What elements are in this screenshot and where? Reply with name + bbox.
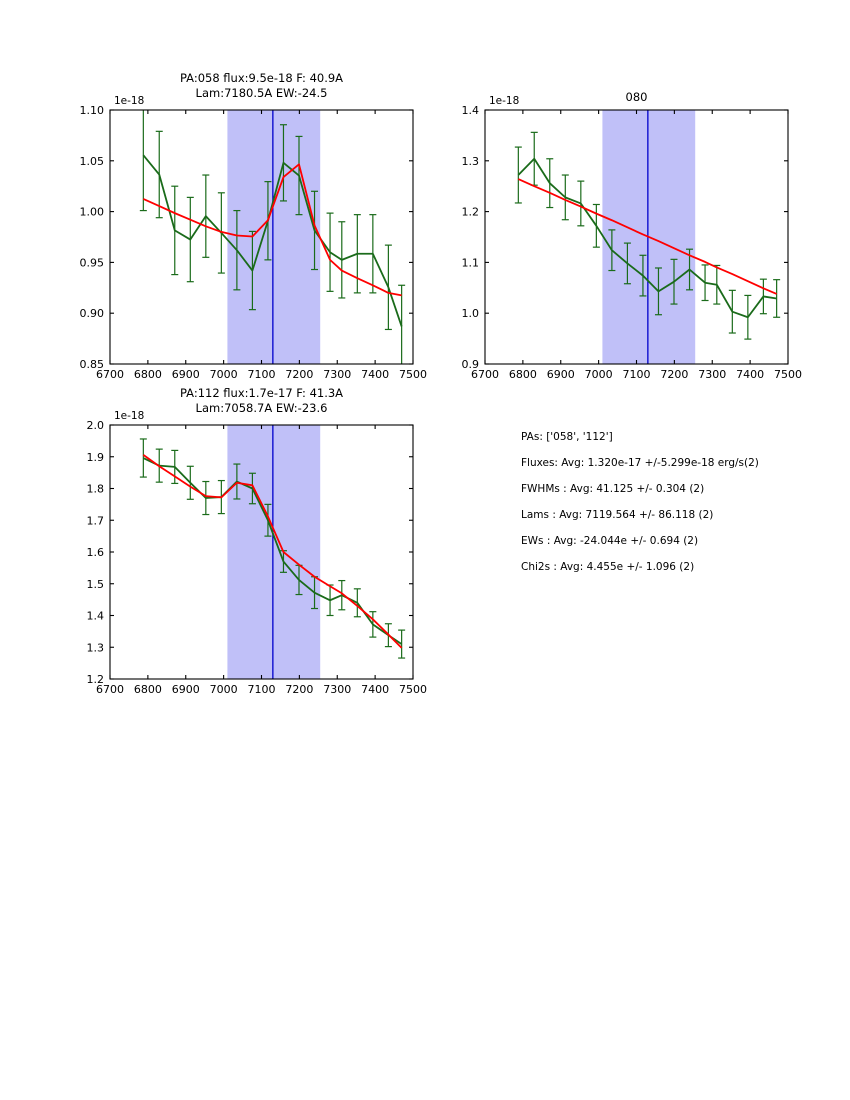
y-tick-label: 1.2: [462, 206, 480, 219]
summary-line: Chi2s : Avg: 4.455e +/- 1.096 (2): [521, 561, 694, 573]
x-tick-label: 6700: [96, 683, 124, 696]
x-tick-label: 6800: [134, 368, 162, 381]
y-tick-label: 0.85: [80, 358, 105, 371]
x-tick-label: 6900: [172, 683, 200, 696]
data-layer: [139, 438, 406, 659]
x-tick-label: 7000: [210, 683, 238, 696]
data-layer: [514, 131, 781, 340]
x-tick-label: 7300: [698, 368, 726, 381]
model-fit-line: [142, 454, 403, 649]
x-tick-label: 7500: [399, 368, 427, 381]
y-tick-label: 1.4: [462, 104, 480, 117]
x-tick-label: 7300: [323, 368, 351, 381]
x-tick-label: 7400: [361, 683, 389, 696]
fit-window-band: [227, 110, 321, 364]
y-tick-label: 1.1: [462, 256, 480, 269]
x-tick-label: 7500: [774, 368, 802, 381]
x-tick-label: 7300: [323, 683, 351, 696]
panel-title: Lam:7180.5A EW:-24.5: [196, 86, 328, 100]
summary-line: Fluxes: Avg: 1.320e-17 +/-5.299e-18 erg/…: [521, 457, 759, 469]
x-tick-label: 7200: [660, 368, 688, 381]
summary-line: Lams : Avg: 7119.564 +/- 86.118 (2): [521, 509, 713, 521]
x-tick-label: 7100: [248, 368, 276, 381]
y-tick-label: 1.8: [87, 483, 105, 496]
x-tick-label: 7200: [285, 683, 313, 696]
summary-text-block: PAs: ['058', '112'] Fluxes: Avg: 1.320e-1…: [521, 431, 759, 573]
summary-line: FWHMs : Avg: 41.125 +/- 0.304 (2): [521, 483, 704, 495]
y-tick-label: 1.4: [87, 610, 105, 623]
panel-title: 080: [626, 90, 648, 104]
x-tick-label: 6700: [96, 368, 124, 381]
summary-line: EWs : Avg: -24.044e +/- 0.694 (2): [521, 535, 698, 547]
x-tick-label: 6900: [172, 368, 200, 381]
fit-window-band: [227, 425, 321, 679]
y-tick-label: 1.00: [80, 206, 105, 219]
y-tick-label: 1.0: [462, 307, 480, 320]
model-fit-line: [517, 178, 777, 295]
x-tick-label: 7400: [736, 368, 764, 381]
data-layer: [139, 110, 406, 364]
axis-offset-label: 1e-18: [114, 410, 144, 422]
panel-title: Lam:7058.7A EW:-23.6: [196, 401, 328, 415]
panel-title: PA:112 flux:1.7e-17 F: 41.3A: [180, 386, 343, 400]
panel-pa058: 6700 6800 6900 7000 7100 7200 7300 7400 7500 0.85…: [80, 71, 428, 381]
panel-080: 6700 6800 6900 7000 7100 7200 7300 7400 7500 0.9 1…: [462, 90, 803, 381]
y-tick-label: 1.7: [87, 514, 105, 527]
x-tick-label: 6800: [509, 368, 537, 381]
x-tick-label: 7400: [361, 368, 389, 381]
spectrum-line: [517, 157, 777, 319]
spectrum-line: [142, 457, 403, 645]
x-tick-label: 6800: [134, 683, 162, 696]
y-tick-label: 0.90: [80, 307, 105, 320]
spectrum-line: [142, 154, 403, 327]
x-tick-label: 6900: [547, 368, 575, 381]
y-tick-label: 0.9: [462, 358, 480, 371]
y-tick-label: 1.5: [87, 578, 105, 591]
panel-group: 6700 6800 6900 7000 7100 7200 7300 7400 7500 0.85…: [80, 71, 803, 696]
x-tick-label: 7100: [248, 683, 276, 696]
y-tick-label: 1.3: [462, 155, 480, 168]
x-tick-label: 7200: [285, 368, 313, 381]
x-tick-label: 7000: [585, 368, 613, 381]
summary-line: PAs: ['058', '112']: [521, 431, 613, 443]
y-tick-label: 1.2: [87, 673, 105, 686]
y-tick-label: 0.95: [80, 256, 105, 269]
y-tick-label: 1.3: [87, 641, 105, 654]
x-tick-label: 6700: [471, 368, 499, 381]
y-tick-label: 2.0: [87, 419, 105, 432]
x-tick-label: 7500: [399, 683, 427, 696]
x-tick-label: 7100: [623, 368, 651, 381]
axis-offset-label: 1e-18: [114, 95, 144, 107]
y-tick-label: 1.9: [87, 451, 105, 464]
y-tick-label: 1.6: [87, 546, 105, 559]
axis-offset-label: 1e-18: [489, 95, 519, 107]
y-tick-label: 1.10: [80, 104, 105, 117]
x-tick-label: 7000: [210, 368, 238, 381]
panel-pa112: 6700 6800 6900 7000 7100 7200 7300 7400 7500 1.2 1…: [87, 386, 428, 696]
model-fit-line: [142, 163, 402, 297]
y-tick-label: 1.05: [80, 155, 105, 168]
panel-title: PA:058 flux:9.5e-18 F: 40.9A: [180, 71, 343, 85]
